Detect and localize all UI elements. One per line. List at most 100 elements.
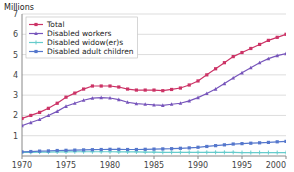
point-marker (232, 142, 235, 145)
point-marker (135, 88, 138, 91)
x-tick (242, 156, 243, 159)
point-marker (126, 87, 129, 90)
point-marker (161, 89, 164, 92)
point-marker (47, 107, 50, 110)
title: Millions (4, 3, 34, 12)
point-marker (170, 150, 174, 154)
point-marker (249, 47, 252, 50)
x-tick-label: 1985 (144, 161, 164, 170)
plot-area (22, 33, 286, 155)
chart: 12345671970197519801985199019952000Milli… (0, 0, 294, 172)
point-marker (108, 96, 112, 100)
point-marker (100, 84, 103, 87)
series-line (22, 54, 286, 126)
point-marker (196, 150, 200, 154)
point-marker (187, 99, 191, 103)
point-marker (73, 149, 76, 152)
point-marker (232, 55, 235, 58)
point-marker (249, 142, 252, 145)
point-marker (135, 102, 139, 106)
point-marker (249, 66, 253, 70)
point-marker (205, 73, 208, 76)
point-marker (179, 86, 182, 89)
point-marker (222, 150, 226, 154)
point-marker (179, 147, 182, 150)
point-marker (223, 143, 226, 146)
point-marker (240, 151, 244, 155)
point-marker (214, 150, 218, 154)
point-marker (152, 103, 156, 107)
point-marker (73, 92, 76, 95)
point-marker (152, 148, 155, 151)
point-marker (258, 151, 262, 155)
x-tick-label: 1970 (12, 161, 32, 170)
x-tick-label: 1975 (56, 161, 76, 170)
series-line (22, 34, 286, 118)
point-marker (135, 148, 138, 151)
point-marker (214, 144, 217, 147)
point-marker (231, 150, 235, 154)
point-marker (38, 150, 41, 153)
legend-frame (26, 17, 138, 58)
point-marker (82, 87, 85, 90)
y-tick-label: 2 (13, 111, 18, 120)
point-marker (64, 104, 68, 108)
x-tick-label: 2000 (266, 161, 286, 170)
series-line (22, 151, 286, 153)
point-marker (258, 141, 261, 144)
x-tick (66, 156, 67, 159)
point-marker (29, 114, 32, 117)
point-marker (223, 82, 227, 86)
point-marker (214, 87, 218, 91)
point-marker (284, 33, 286, 36)
y-tick-label: 4 (13, 71, 18, 80)
point-marker (73, 101, 77, 105)
legend-marker (34, 50, 37, 53)
point-marker (152, 150, 156, 154)
point-marker (205, 92, 209, 96)
point-marker (223, 61, 226, 64)
point-marker (100, 148, 103, 151)
point-marker (22, 124, 24, 128)
point-marker (240, 51, 243, 54)
point-marker (284, 151, 286, 155)
point-marker (275, 151, 279, 155)
point-marker (22, 150, 24, 153)
point-marker (196, 146, 199, 149)
x-tick (154, 156, 155, 159)
point-marker (126, 100, 130, 104)
legend-marker (34, 41, 38, 45)
point-marker (108, 84, 111, 87)
point-marker (284, 52, 286, 56)
x-tick (198, 156, 199, 159)
x-tick (286, 156, 287, 159)
point-marker (117, 98, 121, 102)
point-marker (152, 88, 155, 91)
point-marker (56, 149, 59, 152)
point-marker (170, 102, 174, 106)
legend-marker (34, 32, 38, 36)
x-tick-label: 1980 (100, 161, 120, 170)
series-line (22, 141, 286, 152)
grid-line (22, 95, 286, 96)
point-marker (179, 101, 183, 105)
point-marker (117, 85, 120, 88)
point-marker (258, 43, 261, 46)
point-marker (205, 150, 209, 154)
point-marker (240, 71, 244, 75)
point-marker (187, 150, 191, 154)
point-marker (284, 140, 286, 143)
point-marker (22, 117, 24, 120)
point-marker (38, 111, 41, 114)
point-marker (91, 148, 94, 151)
point-marker (161, 147, 164, 150)
legend-marker (34, 23, 37, 26)
point-marker (266, 151, 270, 155)
point-marker (91, 84, 94, 87)
y-tick-label: 3 (13, 91, 18, 100)
point-marker (170, 147, 173, 150)
point-marker (46, 150, 50, 154)
point-marker (29, 150, 33, 154)
point-marker (205, 145, 208, 148)
point-marker (276, 36, 279, 39)
